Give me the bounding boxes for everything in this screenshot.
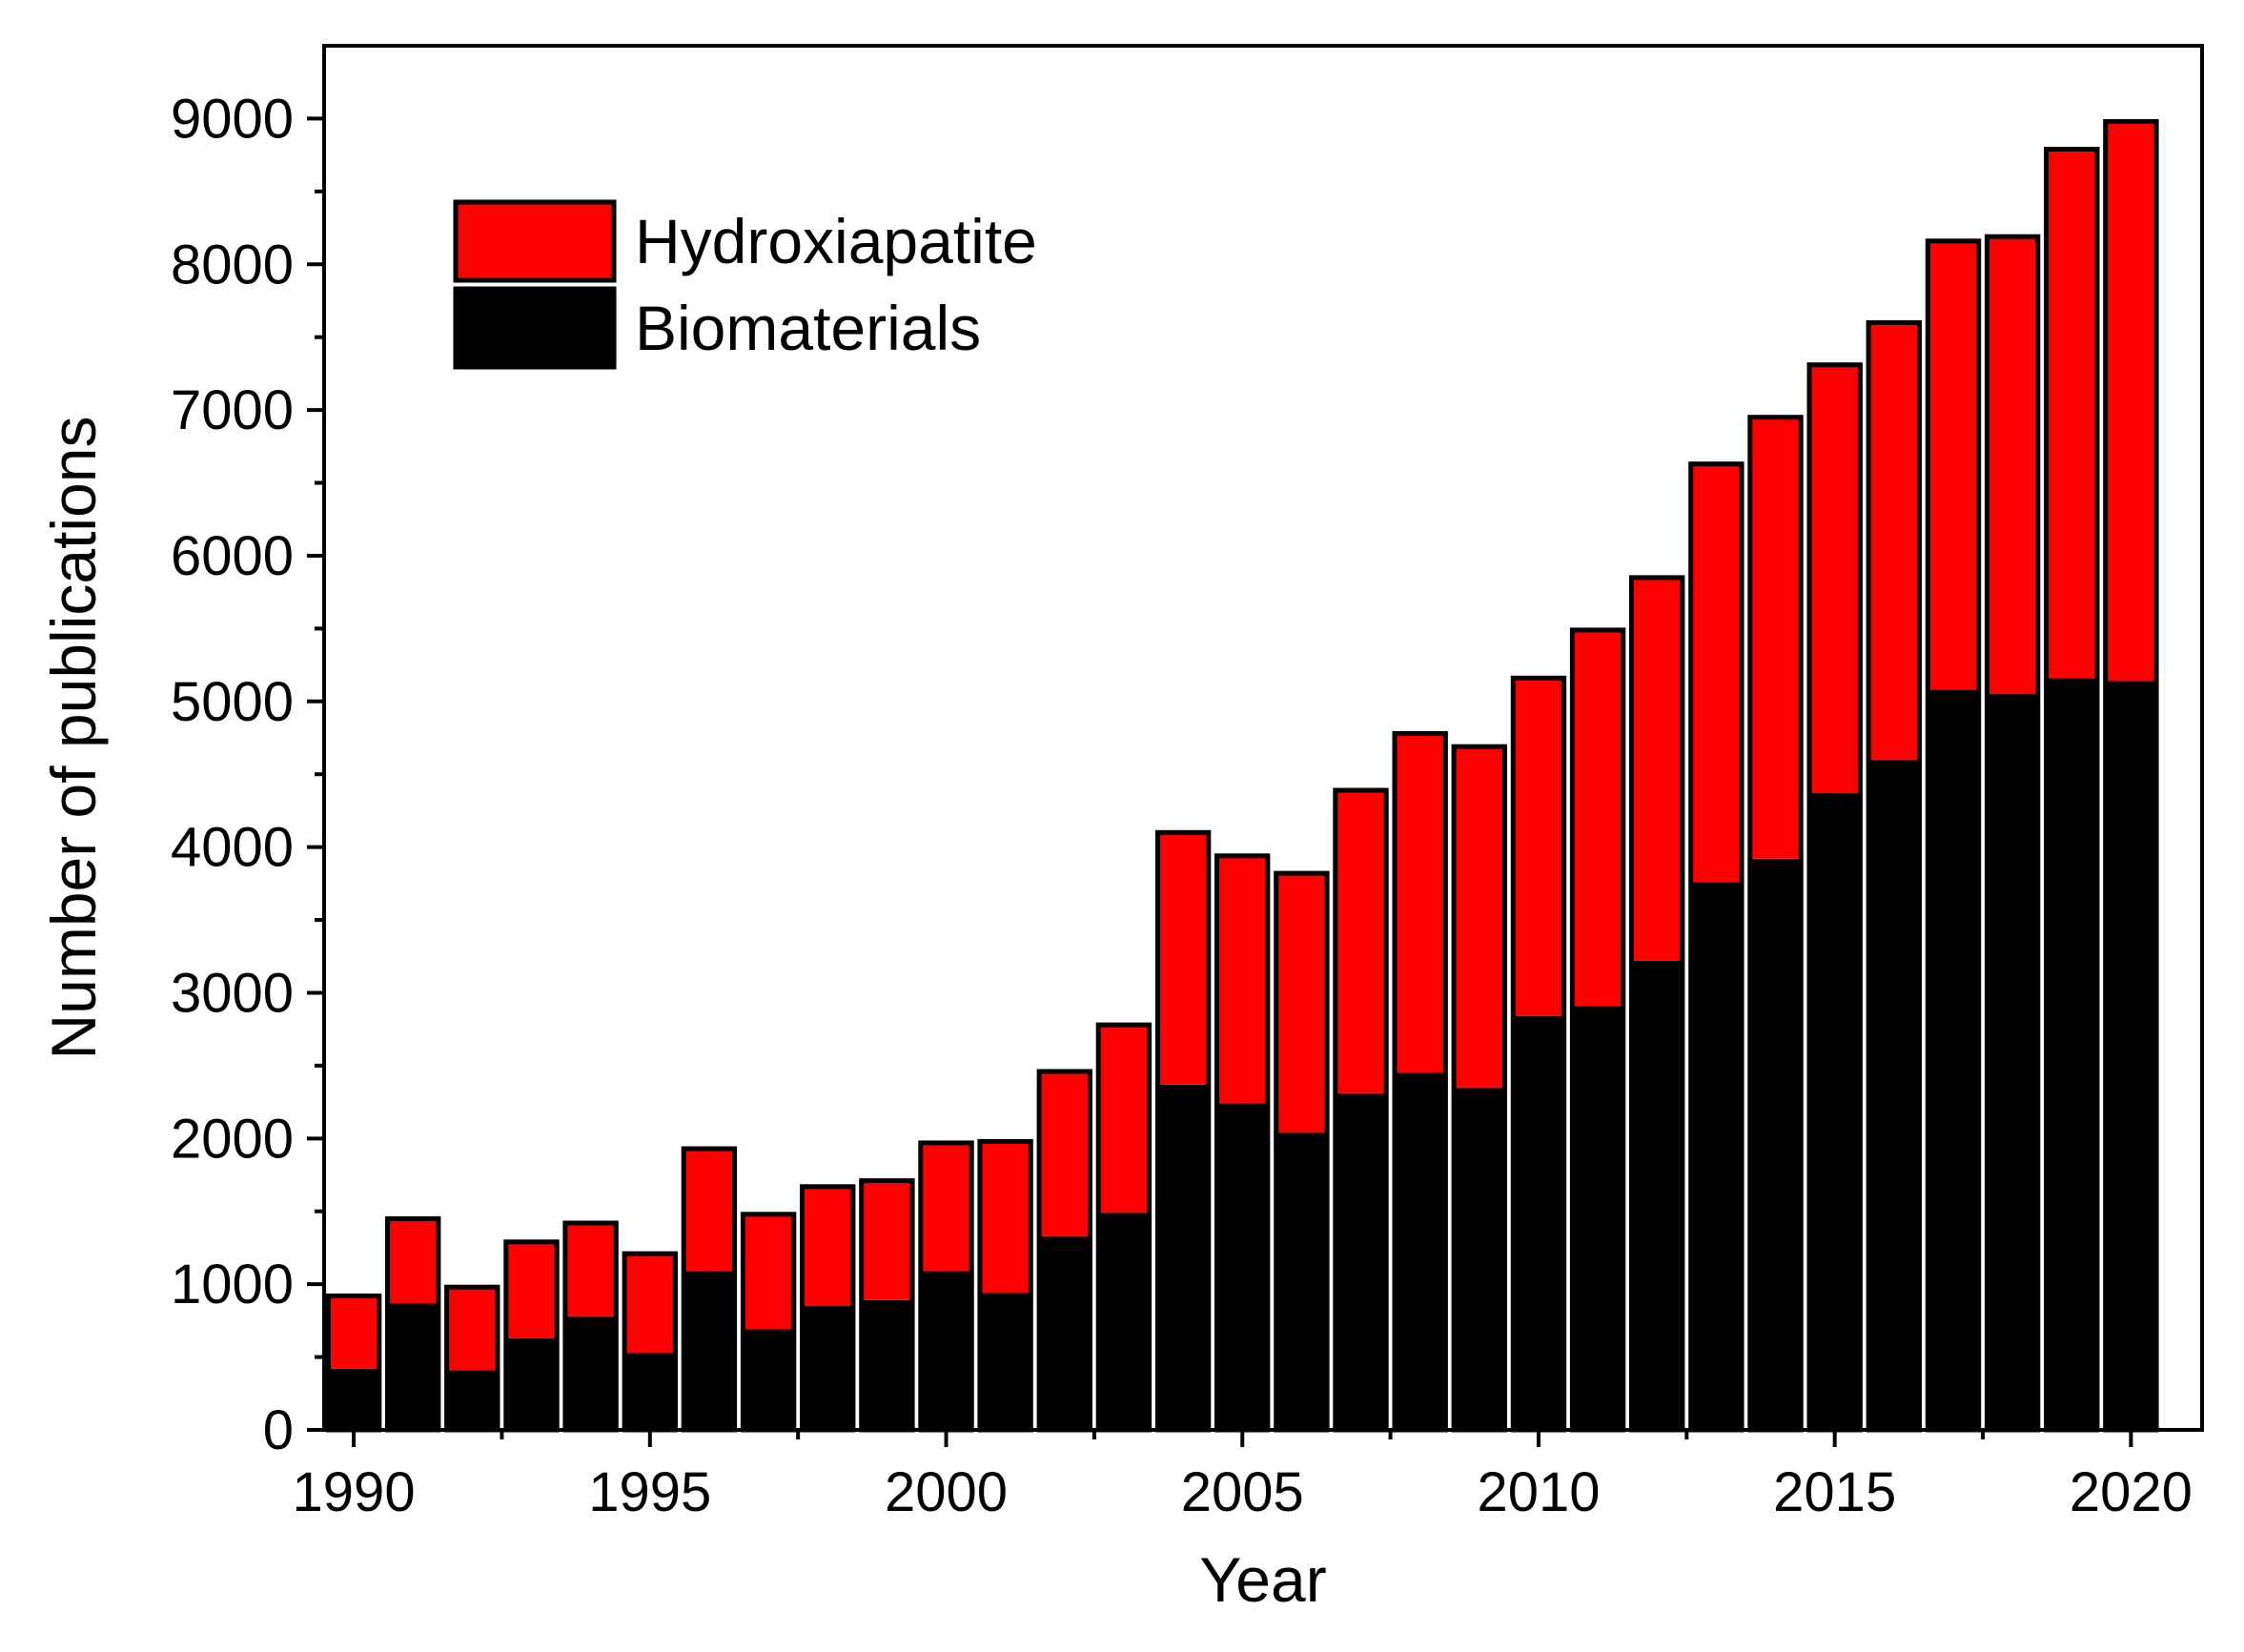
bar-biomaterials-2011 xyxy=(1572,1006,1623,1430)
bar-hydroxiapatite-2009 xyxy=(1454,746,1505,1088)
bar-biomaterials-2005 xyxy=(1216,1103,1268,1430)
bar-hydroxiapatite-2020 xyxy=(2105,121,2157,682)
y-tick-label: 2000 xyxy=(171,1108,294,1170)
bar-hydroxiapatite-1996 xyxy=(683,1149,735,1272)
bar-hydroxiapatite-2015 xyxy=(1809,364,1861,794)
y-tick-label: 4000 xyxy=(171,817,294,879)
x-tick-label: 2000 xyxy=(885,1461,1008,1523)
bar-hydroxiapatite-1993 xyxy=(505,1241,558,1338)
bar-hydroxiapatite-2017 xyxy=(1928,240,1979,690)
x-tick-label: 1995 xyxy=(588,1461,711,1523)
bar-biomaterials-2008 xyxy=(1395,1072,1446,1430)
bar-hydroxiapatite-1994 xyxy=(564,1223,617,1316)
y-tick-label: 3000 xyxy=(171,962,294,1024)
bar-biomaterials-1990 xyxy=(328,1368,379,1430)
bar-biomaterials-1999 xyxy=(861,1300,913,1430)
bar-biomaterials-2003 xyxy=(1098,1213,1150,1430)
y-tick-label: 7000 xyxy=(171,379,294,441)
bar-biomaterials-2015 xyxy=(1809,793,1861,1430)
bar-hydroxiapatite-2014 xyxy=(1749,417,1802,859)
bar-hydroxiapatite-2013 xyxy=(1690,463,1743,883)
bar-hydroxiapatite-2003 xyxy=(1098,1025,1150,1214)
bar-biomaterials-1996 xyxy=(683,1271,735,1430)
x-axis-title: Year xyxy=(1199,1544,1326,1615)
y-tick-label: 6000 xyxy=(171,525,294,587)
legend-swatch-hydroxiapatite xyxy=(453,199,617,283)
bar-biomaterials-2001 xyxy=(979,1293,1031,1430)
bar-biomaterials-2012 xyxy=(1631,960,1683,1430)
x-tick-label: 2010 xyxy=(1477,1461,1600,1523)
axes-layer: 0 1000 2000 3000 4000 5000 6000 7000 8000 9000 199… xyxy=(171,44,2204,1523)
bar-biomaterials-2020 xyxy=(2105,681,2157,1430)
bar-hydroxiapatite-1992 xyxy=(446,1287,498,1371)
bar-biomaterials-2002 xyxy=(1039,1235,1091,1430)
bar-hydroxiapatite-2011 xyxy=(1572,629,1623,1007)
legend-label-hydroxiapatite: Hydroxiapatite xyxy=(635,206,1037,276)
bar-hydroxiapatite-1999 xyxy=(861,1180,913,1300)
bar-biomaterials-2004 xyxy=(1157,1084,1209,1430)
y-tick-label: 8000 xyxy=(171,234,294,296)
bar-hydroxiapatite-1990 xyxy=(328,1295,379,1369)
bar-biomaterials-2016 xyxy=(1868,759,1920,1430)
bar-biomaterials-1993 xyxy=(505,1337,558,1430)
y-tick-label: 0 xyxy=(263,1399,294,1461)
bar-biomaterials-2017 xyxy=(1928,689,1979,1430)
bar-hydroxiapatite-1997 xyxy=(743,1214,794,1330)
legend-swatch-biomaterials xyxy=(453,286,617,370)
bar-hydroxiapatite-2010 xyxy=(1513,678,1564,1016)
bar-biomaterials-2018 xyxy=(1987,694,2038,1430)
bar-biomaterials-2014 xyxy=(1749,858,1802,1430)
bars-layer xyxy=(325,119,2159,1433)
bar-hydroxiapatite-1995 xyxy=(624,1254,676,1353)
bar-biomaterials-2013 xyxy=(1690,882,1743,1430)
y-tick-label: 5000 xyxy=(171,671,294,733)
y-tick-label: 9000 xyxy=(171,88,294,150)
bar-hydroxiapatite-2001 xyxy=(979,1141,1031,1294)
bar-biomaterials-1994 xyxy=(564,1315,617,1430)
bar-hydroxiapatite-1998 xyxy=(802,1186,853,1307)
plot-frame xyxy=(322,44,2204,1432)
bar-hydroxiapatite-2018 xyxy=(1987,236,2038,695)
bar-biomaterials-1991 xyxy=(387,1303,439,1430)
bar-biomaterials-2009 xyxy=(1454,1087,1505,1430)
bar-hydroxiapatite-2007 xyxy=(1335,790,1387,1093)
bar-hydroxiapatite-2016 xyxy=(1868,322,1920,760)
bar-biomaterials-2007 xyxy=(1335,1092,1387,1430)
bar-hydroxiapatite-2012 xyxy=(1631,577,1683,961)
bar-biomaterials-1992 xyxy=(446,1370,498,1430)
bar-biomaterials-1995 xyxy=(624,1353,676,1430)
x-tick-label: 2005 xyxy=(1181,1461,1304,1523)
bar-biomaterials-2010 xyxy=(1513,1015,1564,1430)
x-tick-label: 1990 xyxy=(293,1461,416,1523)
bar-hydroxiapatite-2008 xyxy=(1395,733,1446,1073)
legend-label-biomaterials: Biomaterials xyxy=(635,293,981,363)
x-tick-label: 2020 xyxy=(2070,1461,2193,1523)
y-axis-title: Number of publications xyxy=(38,416,109,1059)
bar-biomaterials-2006 xyxy=(1275,1132,1328,1430)
bar-biomaterials-1998 xyxy=(802,1306,853,1430)
y-tick-label: 1000 xyxy=(171,1254,294,1315)
bar-hydroxiapatite-2004 xyxy=(1157,832,1209,1085)
bar-hydroxiapatite-2006 xyxy=(1275,873,1328,1133)
bar-biomaterials-2019 xyxy=(2046,678,2097,1430)
x-tick-label: 2015 xyxy=(1773,1461,1896,1523)
bar-hydroxiapatite-1991 xyxy=(387,1218,439,1303)
bar-hydroxiapatite-2002 xyxy=(1039,1071,1091,1236)
bar-hydroxiapatite-2000 xyxy=(920,1142,972,1272)
bar-biomaterials-1997 xyxy=(743,1329,794,1430)
bar-biomaterials-2000 xyxy=(920,1271,972,1430)
bar-hydroxiapatite-2005 xyxy=(1216,855,1268,1104)
legend: Hydroxiapatite Biomaterials xyxy=(453,199,1037,370)
bar-hydroxiapatite-2019 xyxy=(2046,149,2097,679)
